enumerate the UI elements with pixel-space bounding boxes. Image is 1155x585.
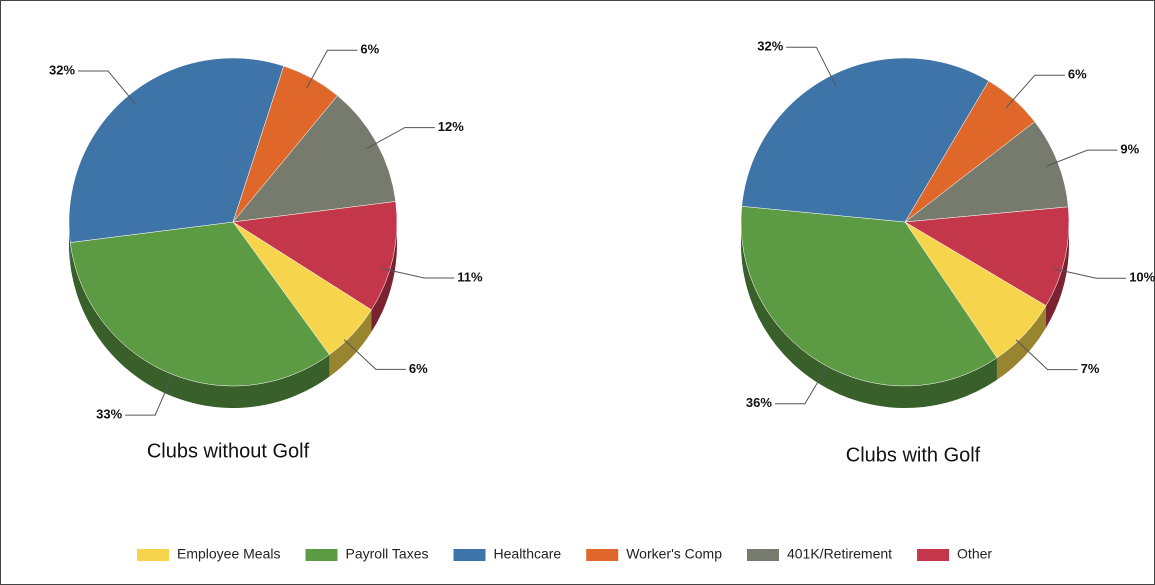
slice-side xyxy=(329,309,372,377)
data-label: 9% xyxy=(1120,142,1139,157)
legend-label: Employee Meals xyxy=(177,546,281,562)
leader-line xyxy=(381,267,455,279)
leader-line xyxy=(786,46,837,87)
leader-line xyxy=(306,49,358,89)
leader-line xyxy=(343,339,406,370)
data-label: 12% xyxy=(438,119,464,134)
legend-swatch xyxy=(137,549,169,561)
leader-line xyxy=(774,366,828,405)
slice-side xyxy=(1046,222,1069,328)
slice xyxy=(740,206,998,387)
data-label: 36% xyxy=(746,395,772,410)
legend-swatch xyxy=(586,549,619,561)
leader-line xyxy=(78,70,137,105)
slice-side xyxy=(70,242,330,408)
legend-label: Worker's Comp xyxy=(626,546,722,562)
data-label: 32% xyxy=(757,39,783,54)
chart-title: Clubs without Golf xyxy=(147,440,310,462)
slice xyxy=(232,201,398,311)
data-label: 6% xyxy=(409,361,428,376)
leader-line xyxy=(366,127,435,149)
leader-line xyxy=(1046,149,1118,167)
leader-line xyxy=(1053,268,1127,279)
legend-swatch xyxy=(453,549,486,561)
leader-line xyxy=(125,374,173,416)
legend-swatch xyxy=(305,549,338,561)
slice xyxy=(70,221,330,387)
slice xyxy=(904,206,1070,307)
data-label: 7% xyxy=(1081,361,1100,376)
leader-line xyxy=(1005,74,1065,109)
leader-line xyxy=(1015,339,1078,371)
legend-swatch xyxy=(746,549,779,561)
legend-label: Other xyxy=(957,546,992,562)
slice-side xyxy=(371,222,397,332)
data-label: 6% xyxy=(360,42,379,57)
legend-label: Payroll Taxes xyxy=(346,546,429,562)
slice-side xyxy=(741,222,997,409)
chart-title: Clubs with Golf xyxy=(846,444,981,466)
data-label: 6% xyxy=(1068,67,1087,82)
data-label: 11% xyxy=(457,269,483,284)
data-label: 32% xyxy=(49,62,75,77)
legend-label: Healthcare xyxy=(494,546,562,562)
slice-side xyxy=(996,305,1047,380)
legend-label: 401K/Retirement xyxy=(787,546,892,562)
data-label: 33% xyxy=(96,407,122,422)
legend-swatch xyxy=(917,549,950,561)
data-label: 10% xyxy=(1129,270,1155,285)
